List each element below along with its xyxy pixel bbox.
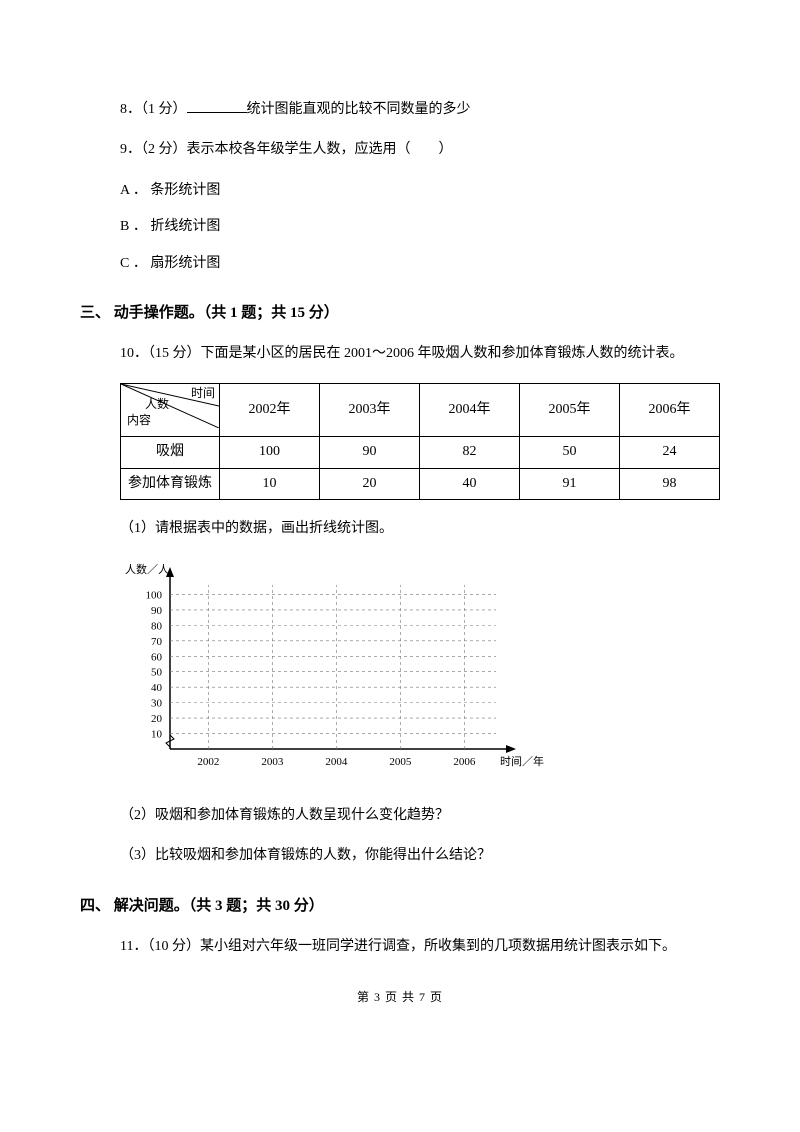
q9-option-b[interactable]: B ． 折线统计图	[120, 216, 720, 238]
svg-text:40: 40	[151, 682, 163, 694]
cell: 82	[420, 437, 520, 468]
svg-text:100: 100	[146, 589, 163, 601]
svg-text:人数／人: 人数／人	[125, 563, 169, 576]
row2-label: 参加体育锻炼	[121, 468, 220, 499]
q9-option-a[interactable]: A ． 条形统计图	[120, 180, 720, 202]
table-diag-header: 时间 人数 内容	[121, 384, 220, 437]
cell: 10	[220, 468, 320, 499]
section-3-heading: 三、 动手操作题。（共 1 题；共 15 分）	[80, 301, 720, 325]
page-footer: 第 3 页 共 7 页	[80, 988, 720, 1007]
table-row: 吸烟 100 90 82 50 24	[121, 437, 720, 468]
table-year-2: 2004年	[420, 384, 520, 437]
diag-bot-label: 内容	[127, 412, 151, 427]
cell: 100	[220, 437, 320, 468]
q10-sub3: （3）比较吸烟和参加体育锻炼的人数，你能得出什么结论？	[120, 845, 720, 867]
svg-text:50: 50	[151, 666, 163, 678]
svg-text:70: 70	[151, 635, 163, 647]
q10-sub2: （2）吸烟和参加体育锻炼的人数呈现什么变化趋势？	[120, 805, 720, 827]
svg-text:2005: 2005	[389, 756, 412, 768]
table-row: 时间 人数 内容 2002年 2003年 2004年 2005年 2006年	[121, 384, 720, 437]
q8-label: 8．（1 分）	[120, 102, 187, 117]
svg-text:30: 30	[151, 697, 163, 709]
svg-text:时间／年: 时间／年	[500, 754, 544, 768]
table-year-3: 2005年	[520, 384, 620, 437]
table-year-4: 2006年	[620, 384, 720, 437]
svg-text:60: 60	[151, 651, 163, 663]
data-table: 时间 人数 内容 2002年 2003年 2004年 2005年 2006年 吸…	[120, 383, 720, 500]
row1-label: 吸烟	[121, 437, 220, 468]
section-4-heading: 四、 解决问题。（共 3 题；共 30 分）	[80, 894, 720, 918]
question-8: 8．（1 分） 统计图能直观的比较不同数量的多少	[120, 98, 720, 121]
cell: 24	[620, 437, 720, 468]
svg-text:90: 90	[151, 604, 163, 616]
cell: 20	[320, 468, 420, 499]
cell: 90	[320, 437, 420, 468]
q8-blank[interactable]	[187, 98, 247, 113]
svg-text:2004: 2004	[325, 756, 348, 768]
table-row: 参加体育锻炼 10 20 40 91 98	[121, 468, 720, 499]
svg-text:80: 80	[151, 620, 163, 632]
svg-text:20: 20	[151, 713, 163, 725]
table-year-0: 2002年	[220, 384, 320, 437]
q8-text: 统计图能直观的比较不同数量的多少	[247, 102, 471, 117]
question-10: 10．（15 分）下面是某小区的居民在 2001～2006 年吸烟人数和参加体育…	[120, 343, 720, 365]
svg-text:2006: 2006	[453, 756, 476, 768]
cell: 98	[620, 468, 720, 499]
svg-text:2003: 2003	[261, 756, 284, 768]
svg-text:2002: 2002	[197, 756, 219, 768]
question-9: 9．（2 分）表示本校各年级学生人数，应选用（ ）	[120, 139, 720, 161]
q9-label: 9．（2 分）表示本校各年级学生人数，应选用（ ）	[120, 142, 453, 157]
diag-mid-label: 人数	[145, 396, 169, 411]
diag-top-label: 时间	[191, 386, 215, 400]
cell: 50	[520, 437, 620, 468]
svg-text:10: 10	[151, 728, 163, 740]
cell: 40	[420, 468, 520, 499]
table-year-1: 2003年	[320, 384, 420, 437]
page: 8．（1 分） 统计图能直观的比较不同数量的多少 9．（2 分）表示本校各年级学生…	[0, 0, 800, 1037]
line-chart: 人数／人 100 90 80 70 60 50 40 30 20 10 2002 2003 2004 200…	[120, 559, 720, 787]
question-11: 11．（10 分）某小组对六年级一班同学进行调查，所收集到的几项数据用统计图表示…	[120, 936, 720, 958]
q9-option-c[interactable]: C ． 扇形统计图	[120, 253, 720, 275]
cell: 91	[520, 468, 620, 499]
q10-sub1: （1）请根据表中的数据，画出折线统计图。	[120, 518, 720, 540]
